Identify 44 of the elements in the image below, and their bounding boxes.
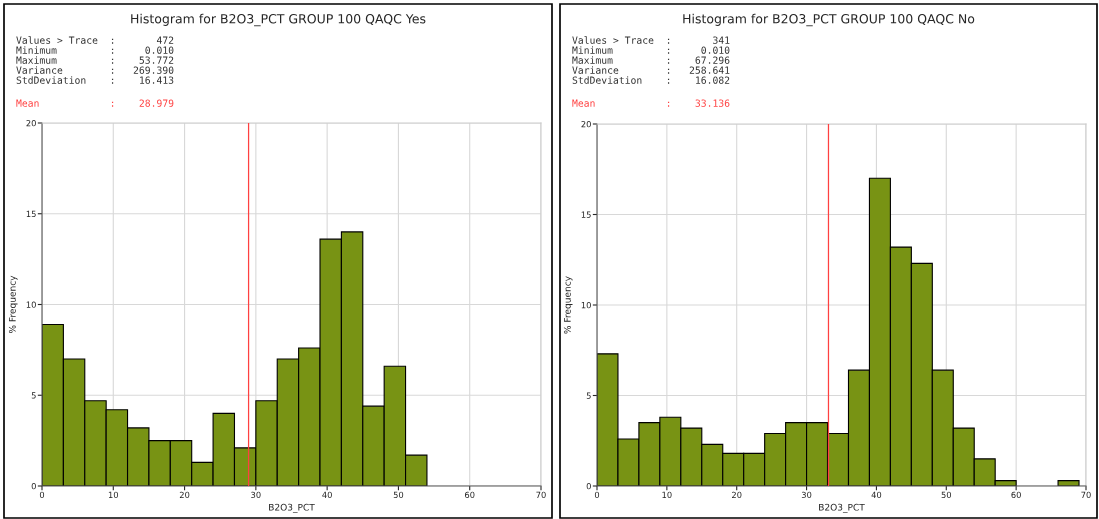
text: StdDeviation : 16.082 — [572, 76, 730, 84]
x-tick-label: 70 — [536, 491, 546, 499]
text: Minimum : 0.010 — [16, 46, 174, 54]
x-tick-label: 40 — [871, 491, 882, 499]
y-axis-title: % Frequency — [563, 276, 573, 334]
text: Minimum : 0.010 — [572, 46, 730, 54]
y-tick-label: 0 — [586, 482, 591, 490]
x-tick-label: 60 — [464, 491, 475, 499]
y-tick-label: 0 — [31, 482, 36, 490]
x-tick-label: 30 — [251, 491, 261, 499]
text: Values > Trace : 341 — [572, 36, 730, 44]
x-tick-label: 0 — [39, 491, 45, 499]
x-tick-label: 50 — [941, 491, 952, 499]
text: Maximum : 53.772 — [16, 56, 174, 64]
chart-title: Histogram for B2O3_PCT GROUP 100 QAQC No — [683, 13, 975, 27]
x-tick-label: 20 — [732, 491, 742, 499]
y-tick-label: 20 — [581, 120, 591, 128]
y-tick-label: 15 — [26, 210, 36, 218]
y-tick-label: 10 — [26, 301, 36, 308]
ref-line-label: Mean : 28.979 — [16, 99, 174, 107]
chart-title: Histogram for B2O3_PCT GROUP 100 QAQC Yes — [131, 13, 426, 27]
y-tick-label: 5 — [586, 392, 591, 399]
text: Maximum : 67.296 — [572, 56, 730, 64]
x-tick-label: 10 — [108, 491, 119, 499]
ref-line-label: Mean : 33.136 — [572, 99, 730, 107]
x-tick-label: 60 — [1011, 491, 1021, 499]
text: StdDeviation : 16.413 — [16, 76, 174, 84]
x-axis-title: B2O3_PCT — [269, 503, 315, 513]
x-tick-label: 10 — [662, 491, 672, 499]
x-axis-title: B2O3_PCT — [819, 503, 865, 513]
y-tick-label: 10 — [581, 301, 591, 309]
text: Variance : 258.641 — [572, 66, 730, 74]
y-axis-title: % Frequency — [8, 275, 18, 334]
y-tick-label: 20 — [26, 119, 36, 127]
text: Variance : 269.390 — [16, 66, 174, 74]
x-tick-label: 20 — [179, 491, 190, 499]
y-tick-label: 15 — [581, 211, 591, 218]
x-tick-label: 0 — [594, 491, 600, 499]
x-tick-label: 40 — [322, 491, 332, 499]
x-tick-label: 50 — [393, 491, 404, 499]
x-tick-label: 30 — [801, 491, 812, 499]
y-tick-label: 5 — [31, 392, 36, 399]
x-tick-label: 70 — [1081, 491, 1091, 499]
text: Values > Trace : 472 — [16, 36, 174, 44]
